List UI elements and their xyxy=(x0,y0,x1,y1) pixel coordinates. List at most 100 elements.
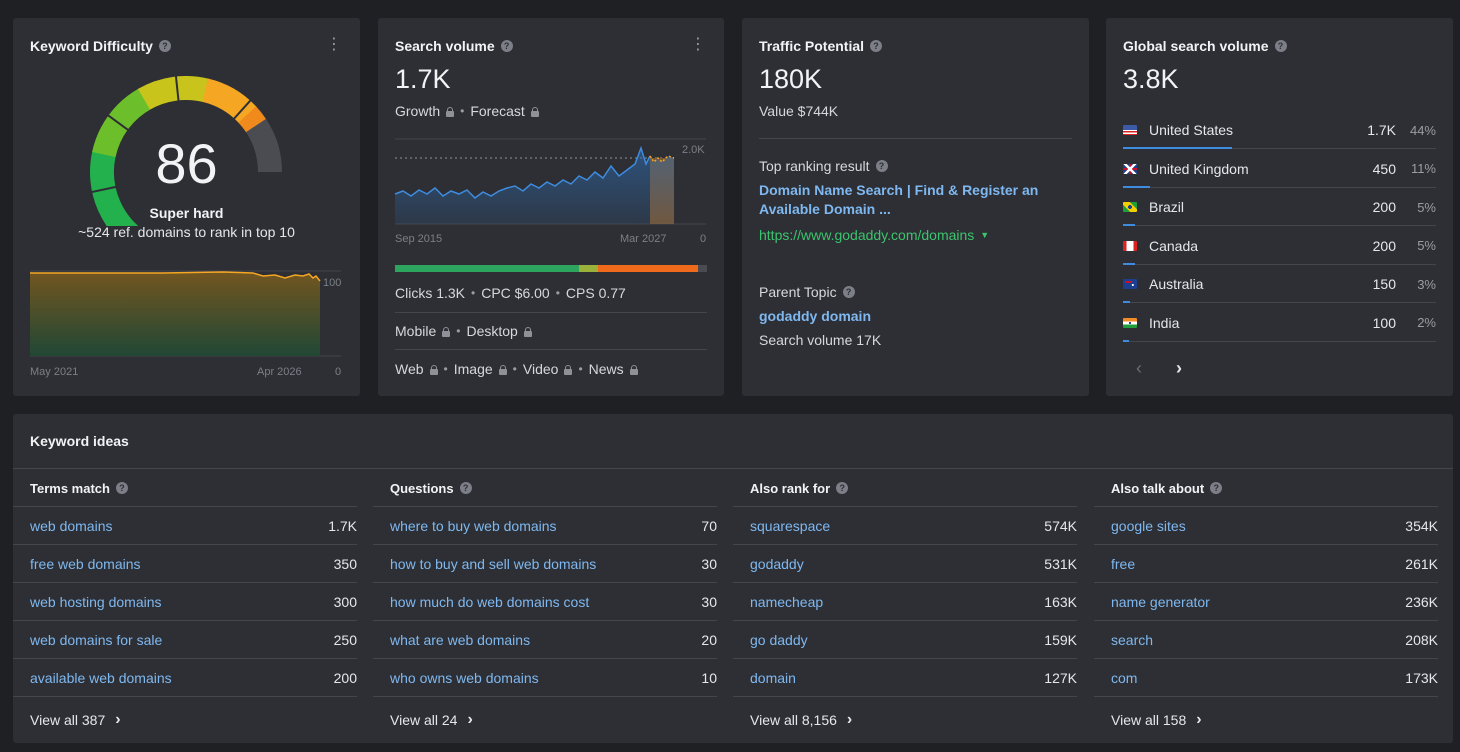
idea-keyword-link[interactable]: what are web domains xyxy=(390,631,531,648)
clicks-bar-segment xyxy=(579,265,598,272)
idea-volume: 70 xyxy=(701,517,717,534)
help-icon[interactable]: ? xyxy=(1210,482,1223,494)
help-icon[interactable]: ? xyxy=(870,40,883,52)
country-volume: 450 xyxy=(1372,160,1396,177)
sv-axis-max: 2.0K xyxy=(682,144,705,156)
country-name: United States xyxy=(1149,122,1234,138)
idea-keyword-link[interactable]: search xyxy=(1111,631,1154,648)
sv-title-text: Search volume xyxy=(395,38,495,54)
divider xyxy=(395,312,707,313)
idea-row: web domains for sale 250 xyxy=(13,620,357,658)
tp-top-link[interactable]: Domain Name Search | Find & Register an … xyxy=(759,181,1074,219)
separator-dot: • xyxy=(555,286,560,300)
kd-ref-domains: ~524 ref. domains to rank in top 10 xyxy=(78,224,295,240)
country-row[interactable]: United States 1.7K 44% xyxy=(1123,111,1436,149)
idea-volume: 236K xyxy=(1405,593,1438,610)
help-icon[interactable]: ? xyxy=(158,40,171,52)
idea-keyword-link[interactable]: web domains xyxy=(30,517,113,534)
video-label: Video xyxy=(522,361,559,377)
idea-row: com 173K xyxy=(1094,658,1438,696)
country-row[interactable]: India 100 2% xyxy=(1123,304,1436,342)
lock-icon xyxy=(523,326,532,337)
gauge-tick xyxy=(106,114,130,132)
idea-keyword-link[interactable]: free xyxy=(1111,555,1136,572)
ca-flag-icon xyxy=(1123,240,1137,251)
idea-row: namecheap 163K xyxy=(733,582,1077,620)
idea-keyword-link[interactable]: go daddy xyxy=(750,631,808,648)
country-row[interactable]: Canada 200 5% xyxy=(1123,227,1436,265)
tp-url[interactable]: https://www.godaddy.com/domains ▼ xyxy=(759,227,989,243)
idea-volume: 10 xyxy=(701,669,717,686)
idea-keyword-link[interactable]: where to buy web domains xyxy=(390,517,557,534)
idea-keyword-link[interactable]: web hosting domains xyxy=(30,593,162,610)
kd-history-chart xyxy=(30,270,341,357)
traffic-potential-card: Traffic Potential ? 180K Value $744K Top… xyxy=(742,18,1089,396)
help-icon[interactable]: ? xyxy=(842,286,855,298)
idea-keyword-link[interactable]: namecheap xyxy=(750,593,824,610)
idea-keyword-link[interactable]: name generator xyxy=(1111,593,1210,610)
sv-menu-icon[interactable]: ⋮ xyxy=(690,36,706,53)
view-all-label: View all 8,156 xyxy=(750,711,837,728)
idea-row: domain 127K xyxy=(733,658,1077,696)
idea-keyword-link[interactable]: com xyxy=(1111,669,1138,686)
tp-top-label: Top ranking result ? xyxy=(759,158,888,174)
country-name: India xyxy=(1149,314,1180,331)
help-icon[interactable]: ? xyxy=(500,40,513,52)
idea-row: how to buy and sell web domains 30 xyxy=(373,544,717,582)
country-share-track xyxy=(1123,263,1436,265)
cpc-label: CPC $6.00 xyxy=(481,285,550,301)
kd-axis-max: 100 xyxy=(323,277,342,289)
idea-column: Questions? where to buy web domains 70 how … xyxy=(373,470,717,742)
view-all-button[interactable]: View all 158 › xyxy=(1094,696,1438,742)
sv-growth-forecast: Growth • Forecast xyxy=(395,103,539,119)
idea-keyword-link[interactable]: how much do web domains cost xyxy=(390,593,590,610)
view-all-button[interactable]: View all 24 › xyxy=(373,696,717,742)
view-all-button[interactable]: View all 387 › xyxy=(13,696,357,742)
sv-axis-start: Sep 2015 xyxy=(395,233,443,245)
idea-keyword-link[interactable]: domain xyxy=(750,669,796,686)
tp-parent-volume: Search volume 17K xyxy=(759,332,882,348)
idea-row: how much do web domains cost 30 xyxy=(373,582,717,620)
clicks-bar-segment xyxy=(597,265,698,272)
idea-volume: 127K xyxy=(1044,669,1077,686)
sv-device-row: Mobile • Desktop xyxy=(395,323,532,339)
prev-page-icon[interactable]: ‹ xyxy=(1136,358,1142,378)
country-percent: 5% xyxy=(1417,199,1436,215)
idea-keyword-link[interactable]: godaddy xyxy=(750,555,804,572)
tp-parent-label: Parent Topic ? xyxy=(759,284,855,300)
country-row[interactable]: United Kingdom 450 11% xyxy=(1123,150,1436,188)
next-page-icon[interactable]: › xyxy=(1176,358,1182,378)
idea-keyword-link[interactable]: who owns web domains xyxy=(390,669,539,686)
idea-keyword-link[interactable]: web domains for sale xyxy=(30,631,163,648)
idea-volume: 173K xyxy=(1405,669,1438,686)
country-share-track xyxy=(1123,225,1436,226)
idea-volume: 20 xyxy=(701,631,717,648)
idea-volume: 30 xyxy=(701,555,717,572)
idea-keyword-link[interactable]: google sites xyxy=(1111,517,1186,534)
tp-value-label: Value $744K xyxy=(759,103,839,119)
kd-menu-icon[interactable]: ⋮ xyxy=(326,36,342,53)
idea-keyword-link[interactable]: free web domains xyxy=(30,555,141,572)
idea-volume: 163K xyxy=(1044,593,1077,610)
help-icon[interactable]: ? xyxy=(1274,40,1287,52)
idea-keyword-link[interactable]: squarespace xyxy=(750,517,831,534)
clicks-bar-segment xyxy=(395,265,580,272)
kd-axis-end: Apr 2026 xyxy=(257,366,302,378)
gauge-tick xyxy=(90,185,117,194)
country-name: Australia xyxy=(1149,276,1204,292)
idea-keyword-link[interactable]: how to buy and sell web domains xyxy=(390,555,597,572)
tp-parent-link[interactable]: godaddy domain xyxy=(759,308,871,324)
idea-keyword-link[interactable]: available web domains xyxy=(30,669,172,686)
help-icon[interactable]: ? xyxy=(836,482,849,494)
help-icon[interactable]: ? xyxy=(115,482,128,494)
cps-label: CPS 0.77 xyxy=(565,285,626,301)
idea-row: godaddy 531K xyxy=(733,544,1077,582)
sv-type-row: Web • Image • Video • News xyxy=(395,361,638,377)
view-all-button[interactable]: View all 8,156 › xyxy=(733,696,1077,742)
country-share-bar xyxy=(1123,301,1131,303)
help-icon[interactable]: ? xyxy=(459,482,472,494)
kd-axis-min: 0 xyxy=(335,366,342,378)
country-row[interactable]: Brazil 200 5% xyxy=(1123,188,1436,226)
help-icon[interactable]: ? xyxy=(875,160,888,172)
country-row[interactable]: Australia 150 3% xyxy=(1123,265,1436,303)
